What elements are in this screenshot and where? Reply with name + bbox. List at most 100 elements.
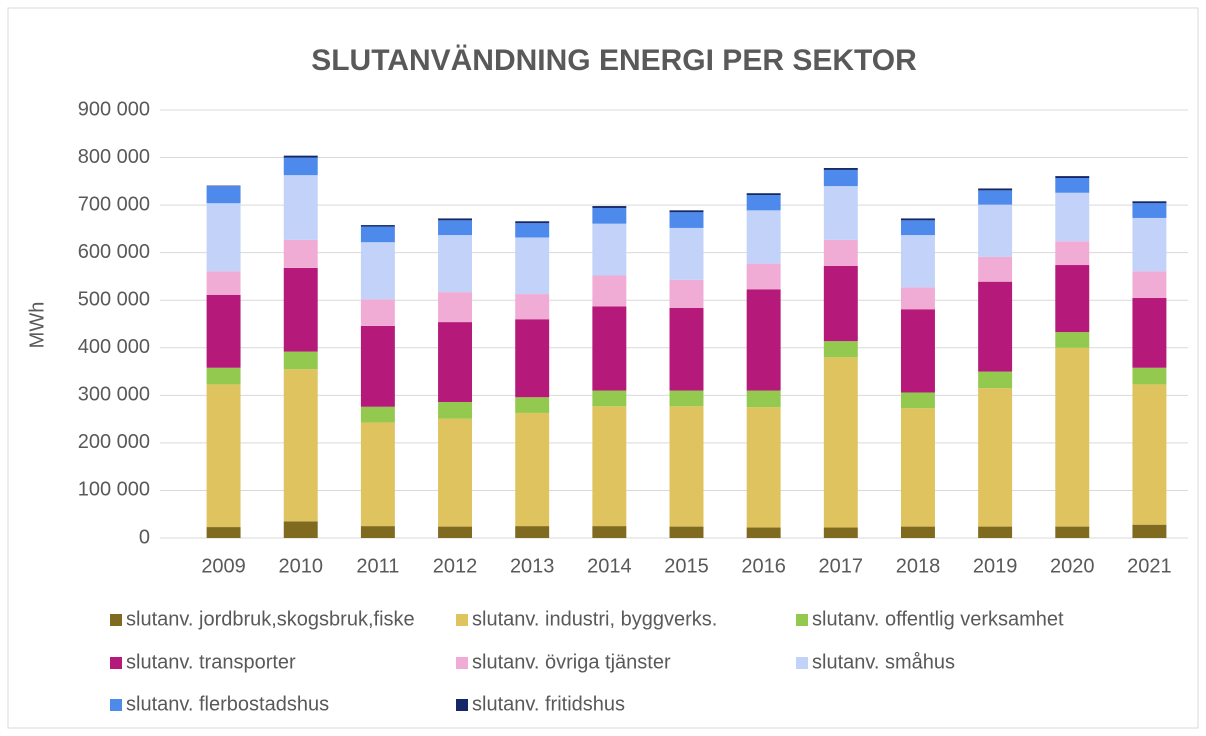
y-tick-label: 400 000 (78, 336, 150, 358)
y-tick-label: 700 000 (78, 193, 150, 215)
bar-segment (746, 390, 781, 408)
bar-segment (669, 390, 704, 407)
legend-label: slutanv. fritidshus (472, 693, 625, 715)
bar-segment (978, 371, 1013, 389)
bar-segment (360, 242, 395, 300)
y-tick-label: 200 000 (78, 431, 150, 453)
y-tick-label: 300 000 (78, 384, 150, 406)
bar-segment (360, 325, 395, 407)
bar-segment (1055, 241, 1090, 266)
bar-segment (1132, 217, 1167, 272)
bar-segment (900, 235, 935, 288)
bar-segment (669, 526, 704, 538)
bar-segment (592, 390, 627, 407)
bar-segment (978, 281, 1013, 372)
bar-segment (978, 188, 1013, 191)
bar-segment (1132, 524, 1167, 538)
legend-label: slutanv. övriga tjänster (472, 651, 671, 673)
bar-segment (360, 299, 395, 326)
bar-segment (206, 186, 241, 204)
bar-segment (206, 527, 241, 538)
bar-segment (360, 406, 395, 423)
x-tick-label: 2013 (510, 555, 555, 577)
y-tick-label: 600 000 (78, 241, 150, 263)
legend-swatch (456, 699, 468, 711)
bar-segment (206, 294, 241, 368)
bar-segment (592, 207, 627, 224)
bar-segment (1055, 332, 1090, 348)
bar-segment (669, 307, 704, 391)
bar-segment (978, 388, 1013, 527)
legend-swatch (456, 614, 468, 626)
bar-segment (669, 227, 704, 280)
x-tick-label: 2014 (587, 555, 632, 577)
x-tick-label: 2015 (664, 555, 709, 577)
legend-label: slutanv. industri, byggverks. (472, 608, 717, 630)
bar-segment (823, 169, 858, 187)
bar-segment (746, 195, 781, 211)
bar-segment (206, 271, 241, 295)
bar-segment (206, 203, 241, 272)
legend-swatch (796, 657, 808, 669)
bar-segment (1132, 384, 1167, 525)
y-tick-label: 500 000 (78, 289, 150, 311)
bar-segment (283, 521, 318, 538)
legend-swatch (456, 657, 468, 669)
bar-segment (515, 223, 550, 238)
bar-segment (438, 401, 473, 419)
bar-segment (746, 289, 781, 391)
legend-swatch (110, 699, 122, 711)
bar-segment (438, 292, 473, 323)
x-tick-label: 2010 (278, 555, 323, 577)
bar-segment (823, 341, 858, 358)
bar-segment (1132, 367, 1167, 385)
chart-title: SLUTANVÄNDNING ENERGI PER SEKTOR (311, 44, 917, 77)
bar-segment (1055, 347, 1090, 527)
bar-segment (592, 275, 627, 307)
bar-segment (438, 235, 473, 293)
bar-segment (283, 369, 318, 522)
bar-segment (283, 239, 318, 268)
bar-segment (823, 357, 858, 528)
bar-segment (1055, 178, 1090, 193)
bar-segment (823, 168, 858, 170)
bar-segment (669, 279, 704, 308)
legend-label: slutanv. småhus (812, 651, 955, 673)
bar-segment (1132, 201, 1167, 204)
bar-segment (283, 157, 318, 176)
bar-segment (360, 225, 395, 227)
bar-segment (900, 218, 935, 221)
bar-segment (1055, 526, 1090, 538)
bar-segment (283, 351, 318, 370)
bar-segment (669, 212, 704, 228)
bar-segment (360, 526, 395, 538)
bar-segment (515, 221, 550, 224)
y-axis-label: MWh (26, 302, 48, 349)
y-tick-label: 800 000 (78, 146, 150, 168)
x-tick-label: 2011 (356, 555, 399, 577)
x-tick-label: 2009 (201, 555, 246, 577)
x-tick-label: 2021 (1127, 555, 1172, 577)
bar-segment (823, 239, 858, 266)
bar-segment (900, 526, 935, 538)
legend-label: slutanv. jordbruk,skogsbruk,fiske (126, 608, 415, 630)
bar-segment (515, 412, 550, 527)
bar-segment (515, 237, 550, 295)
x-tick-label: 2020 (1050, 555, 1095, 577)
legend-swatch (110, 657, 122, 669)
x-tick-label: 2019 (973, 555, 1018, 577)
x-tick-label: 2016 (741, 555, 786, 577)
bar-segment (1055, 192, 1090, 242)
bar-segment (515, 397, 550, 413)
y-tick-label: 100 000 (78, 479, 150, 501)
bar-segment (746, 527, 781, 538)
bar-segment (900, 408, 935, 527)
bar-segment (978, 190, 1013, 205)
bar-segment (360, 226, 395, 243)
bar-segment (1132, 271, 1167, 298)
bar-segment (360, 422, 395, 527)
bar-segment (746, 407, 781, 528)
bar-segment (1055, 176, 1090, 179)
bar-segment (283, 267, 318, 352)
bar-segment (746, 193, 781, 196)
